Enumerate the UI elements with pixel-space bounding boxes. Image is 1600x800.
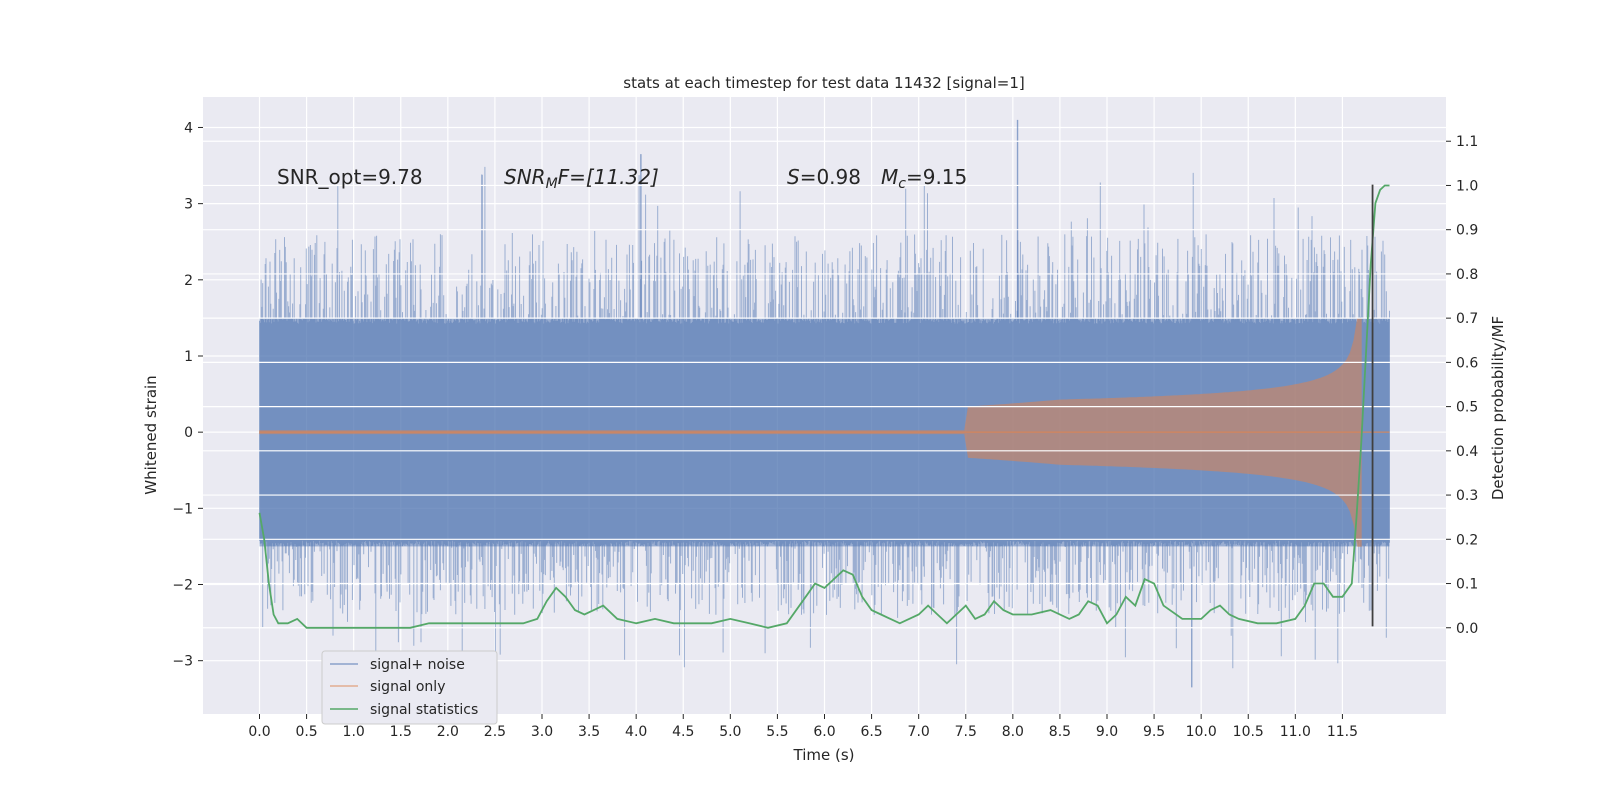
x-tick-label-12: 6.0 [813,724,835,740]
x-axis-ticks: 0.0 0.5 1.0 1.5 2.0 2.5 3.0 3.5 4.0 4.5 5.0 5.5 6.0 6… [248,714,1358,740]
s-symbol: S [787,165,800,189]
x-tick-label-1: 0.5 [295,724,317,740]
x-tick-label-10: 5.0 [719,724,741,740]
x-axis-label: Time (s) [793,746,855,764]
y-right-tick-label-11: 1.1 [1456,134,1478,150]
y-right-tick-label-6: 0.6 [1456,355,1478,371]
mc-symbol: M [881,165,898,189]
x-tick-label-3: 1.5 [390,724,412,740]
y-left-tick-label-3: 0 [184,425,193,441]
y-left-axis-label: Whitened strain [142,375,160,494]
x-tick-label-6: 3.0 [531,724,553,740]
y-right-axis-label: Detection probability/MF [1489,316,1507,500]
y-right-tick-label-8: 0.8 [1456,267,1478,283]
annotation-s-mc: S=0.98 Mc=9.15 [787,165,967,192]
x-tick-label-4: 2.0 [437,724,459,740]
y-left-tick-label-4: 1 [184,349,193,365]
snr-mf-subscript: M [546,176,558,192]
y-left-tick-label-5: 2 [184,273,193,289]
legend-label-signal-noise: signal+ noise [370,657,465,673]
legend-label-signal-statistics: signal statistics [370,702,478,718]
s-rest: =0.98 [800,165,861,189]
y-right-tick-label-9: 0.9 [1456,223,1478,239]
y-right-tick-label-10: 1.0 [1456,178,1478,194]
annotation-snr-opt: SNR_opt=9.78 [277,165,423,189]
y-left-tick-label-1: −2 [172,578,193,594]
annotation-snr-mf: SNRMF=[11.32] [504,165,659,192]
y-right-tick-label-7: 0.7 [1456,311,1478,327]
x-tick-label-2: 1.0 [343,724,365,740]
legend-label-signal-only: signal only [370,679,445,695]
grid-right-axis [203,140,1446,629]
y-left-tick-label-2: −1 [172,501,193,517]
y-right-tick-label-2: 0.2 [1456,532,1478,548]
x-tick-label-16: 8.0 [1002,724,1024,740]
x-tick-label-20: 10.0 [1186,724,1217,740]
y-right-axis-ticks: 0.0 0.1 0.2 0.3 0.4 0.5 0.6 0.7 0.8 0.9 1.0 1.1 [1446,134,1478,637]
x-tick-label-11: 5.5 [766,724,788,740]
snr-mf-rest: F=[11.32] [558,165,659,189]
series-signal-statistics [258,184,1390,629]
series-signal-only [259,317,1390,547]
x-tick-label-18: 9.0 [1096,724,1118,740]
y-right-tick-label-1: 0.1 [1456,577,1478,593]
chart-title: stats at each timestep for test data 114… [623,74,1024,92]
x-tick-label-9: 4.5 [672,724,694,740]
y-left-tick-label-6: 3 [184,197,193,213]
y-right-tick-label-3: 0.3 [1456,488,1478,504]
mc-rest: =9.15 [906,165,967,189]
y-right-tick-label-0: 0.0 [1456,621,1478,637]
y-right-tick-label-5: 0.5 [1456,400,1478,416]
x-tick-label-17: 8.5 [1049,724,1071,740]
legend: signal+ noise signal only signal statist… [321,650,498,725]
x-tick-label-5: 2.5 [484,724,506,740]
x-tick-label-13: 6.5 [860,724,882,740]
legend-box [321,650,498,725]
x-tick-label-0: 0.0 [248,724,270,740]
y-left-tick-label-0: −3 [172,654,193,670]
x-tick-label-14: 7.0 [908,724,930,740]
x-tick-label-22: 11.0 [1280,724,1311,740]
y-right-tick-label-4: 0.4 [1456,444,1478,460]
statistics-line [258,184,1390,629]
x-tick-label-19: 9.5 [1143,724,1165,740]
x-tick-label-8: 4.0 [625,724,647,740]
mc-subscript: c [898,176,906,192]
snr-mf-symbol: SNR [504,165,546,189]
x-tick-label-7: 3.5 [578,724,600,740]
x-tick-label-21: 10.5 [1233,724,1264,740]
x-tick-label-23: 11.5 [1327,724,1358,740]
x-tick-label-15: 7.5 [955,724,977,740]
y-left-axis-ticks: −3 −2 −1 0 1 2 3 4 [172,120,203,670]
y-left-tick-label-7: 4 [184,120,193,136]
